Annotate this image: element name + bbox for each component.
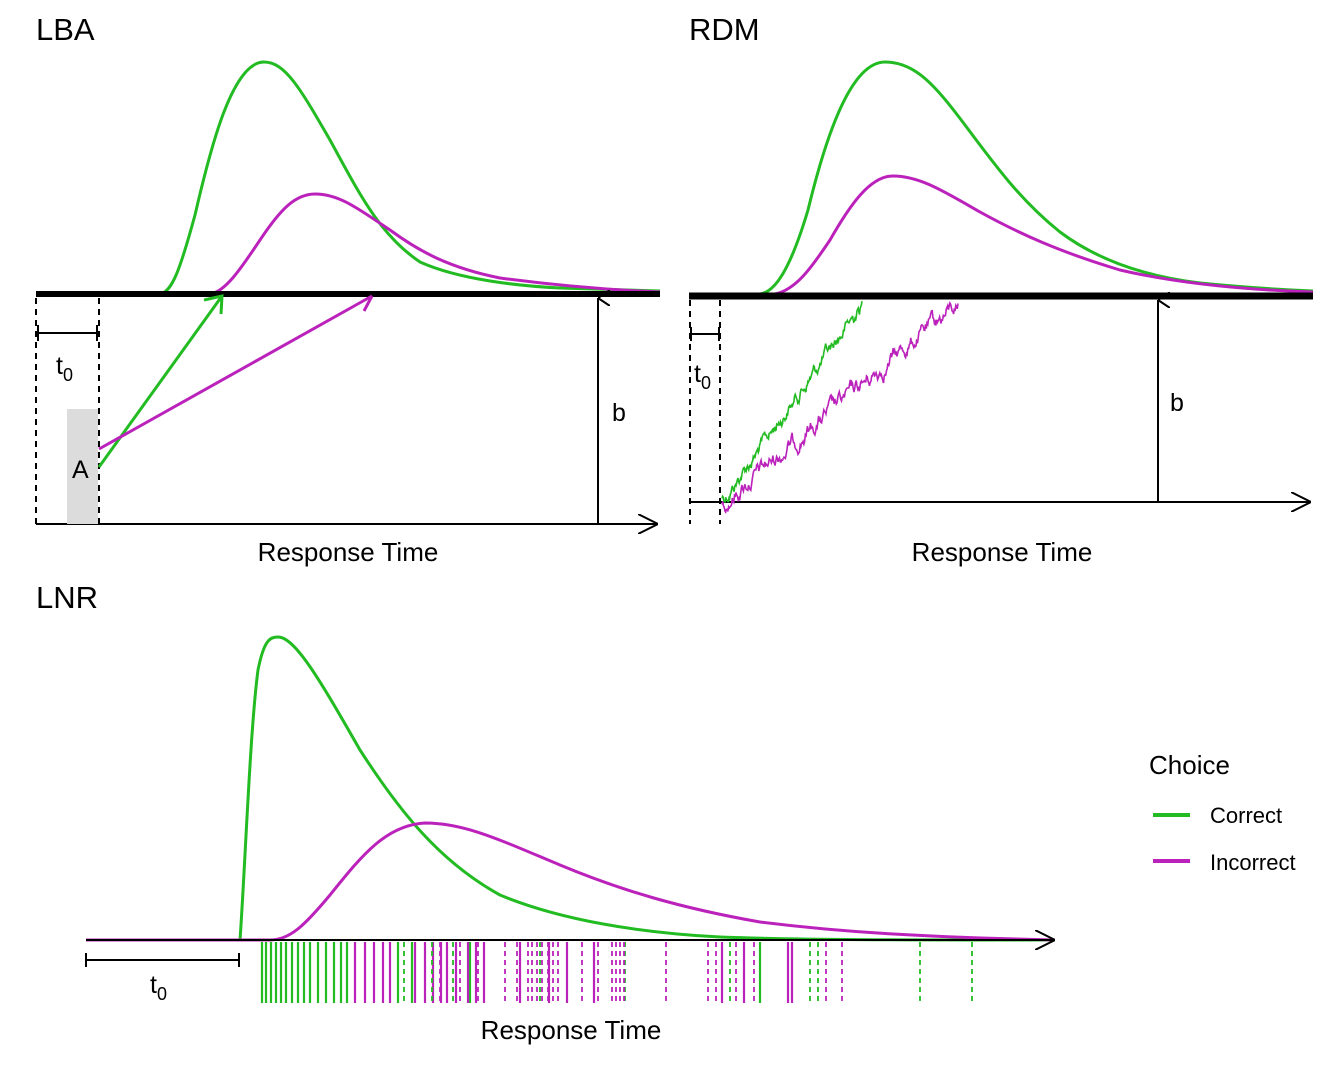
legend: Choice Correct Incorrect [1149, 750, 1296, 875]
lba-start-range-shade [67, 409, 98, 524]
lnr-response-ticks [260, 942, 973, 1003]
lba-x-label: Response Time [258, 537, 439, 567]
rdm-incorrect-walk [721, 300, 959, 514]
rdm-correct-walk [721, 300, 863, 503]
lnr-correct-density [86, 635, 1056, 942]
lba-correct-density [36, 60, 661, 296]
lba-panel: LBA A t0 b Respo [35, 12, 661, 567]
lba-t0-bracket [37, 325, 98, 341]
lba-b-label: b [612, 399, 626, 427]
lba-correct-accumulator [97, 294, 224, 468]
rdm-correct-density [689, 60, 1314, 296]
lnr-t0-label: t0 [150, 971, 167, 1004]
rdm-panel: RDM t0 b Response Time [689, 12, 1314, 567]
legend-label-correct: Correct [1210, 803, 1282, 828]
lnr-incorrect-density [86, 821, 1056, 942]
lba-incorrect-accumulator [98, 294, 374, 451]
lnr-title: LNR [36, 580, 98, 615]
rdm-x-label: Response Time [912, 537, 1093, 567]
rdm-b-label: b [1170, 389, 1184, 417]
legend-label-incorrect: Incorrect [1210, 850, 1296, 875]
lba-t0-label: t0 [56, 352, 73, 385]
lba-incorrect-density [36, 192, 661, 296]
lba-title: LBA [36, 12, 95, 47]
legend-title: Choice [1149, 750, 1230, 780]
lba-a-label: A [72, 456, 89, 484]
rdm-title: RDM [689, 12, 760, 47]
rdm-t0-label: t0 [694, 360, 711, 393]
lnr-t0-bracket [85, 953, 240, 967]
rdm-incorrect-density [689, 174, 1314, 296]
lnr-x-label: Response Time [481, 1015, 662, 1045]
lnr-panel: LNR t0 Response Time [36, 580, 1056, 1045]
rdm-t0-bracket [690, 327, 720, 341]
